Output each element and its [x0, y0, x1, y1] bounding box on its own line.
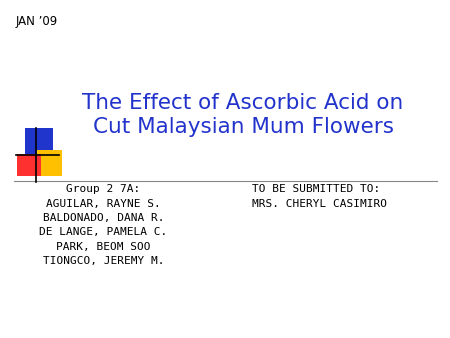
Text: TO BE SUBMITTED TO:
MRS. CHERYL CASIMIRO: TO BE SUBMITTED TO: MRS. CHERYL CASIMIRO: [252, 184, 387, 209]
Text: JAN ’09: JAN ’09: [16, 15, 58, 28]
Bar: [25, 128, 53, 167]
Bar: [37, 150, 62, 176]
Text: Group 2 7A:
AGUILAR, RAYNE S.
BALDONADO, DANA R.
DE LANGE, PAMELA C.
PARK, BEOM : Group 2 7A: AGUILAR, RAYNE S. BALDONADO,…: [40, 184, 167, 266]
Text: The Effect of Ascorbic Acid on
Cut Malaysian Mum Flowers: The Effect of Ascorbic Acid on Cut Malay…: [82, 93, 404, 137]
Bar: [17, 154, 40, 176]
